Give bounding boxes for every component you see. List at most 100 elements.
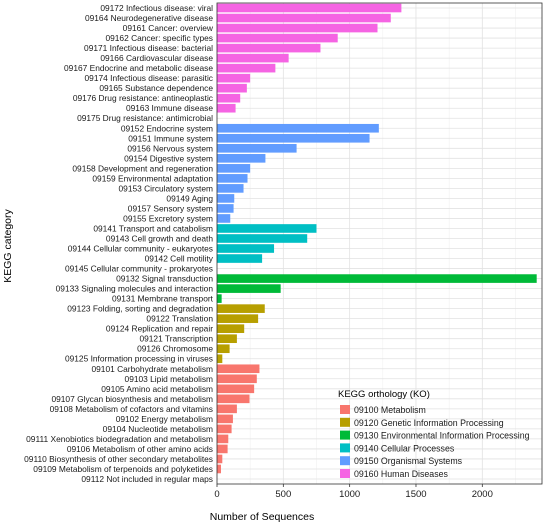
grid-lines: [216, 3, 542, 484]
category-label: 09152 Endocrine system: [121, 123, 213, 133]
category-label: 09112 Not included in regular maps: [81, 474, 213, 484]
bar: [217, 424, 232, 434]
category-label: 09162 Cancer: specific types: [105, 33, 213, 43]
category-label: 09102 Energy metabolism: [116, 414, 213, 424]
category-label: 09153 Circulatory system: [119, 183, 214, 193]
bar: [217, 83, 247, 93]
category-label: 09105 Amino acid metabolism: [101, 384, 213, 394]
category-label: 09171 Infectious disease: bacterial: [84, 43, 213, 53]
bar: [217, 374, 257, 384]
bar: [217, 123, 379, 133]
bar: [217, 324, 245, 333]
category-label: 09157 Sensory system: [128, 203, 213, 213]
bar: [217, 133, 370, 143]
x-tick-label: 1000: [339, 489, 360, 500]
category-label: 09133 Signaling molecules and interactio…: [56, 284, 214, 294]
category-label: 09149 Aging: [166, 193, 213, 203]
bar: [217, 13, 391, 23]
legend-entry-label: 09160 Human Diseases: [354, 469, 448, 479]
legend-title: KEGG orthology (KO): [338, 389, 430, 400]
bar: [217, 154, 266, 163]
category-label: 09132 Signal transduction: [116, 274, 213, 284]
bar: [217, 354, 223, 364]
bar: [217, 364, 260, 374]
category-label: 09141 Transport and catabolism: [93, 223, 213, 233]
legend-swatch: [340, 430, 350, 440]
category-label: 09143 Cell growth and death: [106, 233, 213, 243]
bar: [217, 434, 229, 444]
legend-swatch: [340, 405, 350, 414]
bar: [217, 184, 244, 193]
y-axis-title: KEGG category: [2, 208, 14, 282]
category-label: 09174 Infectious disease: parasitic: [85, 73, 214, 83]
bars-group: [217, 3, 537, 474]
x-tick-label: 1500: [405, 489, 426, 500]
category-label: 09110 Biosynthesis of other secondary me…: [24, 454, 213, 464]
legend-entry-label: 09150 Organismal Systems: [354, 456, 463, 466]
bar: [217, 214, 231, 223]
bar: [217, 404, 237, 414]
panel-border: [216, 2, 543, 485]
legend-entry-label: 09140 Cellular Processes: [354, 443, 455, 453]
x-tick-label: 500: [275, 489, 291, 500]
category-label: 09131 Membrane transport: [112, 294, 214, 304]
bar: [217, 164, 251, 173]
bar: [217, 73, 251, 83]
bar: [217, 394, 250, 404]
category-label: 09108 Metabolism of cofactors and vitami…: [50, 404, 213, 414]
category-label: 09175 Drug resistance: antimicrobial: [77, 113, 213, 123]
bar: [217, 384, 255, 394]
bar: [217, 444, 228, 454]
category-label: 09144 Cellular community - eukaryotes: [68, 244, 213, 254]
category-label: 09106 Metabolism of other amino acids: [67, 444, 213, 454]
category-label: 09109 Metabolism of terpenoids and polyk…: [33, 464, 213, 474]
bar: [217, 103, 236, 113]
category-label: 09161 Cancer: overview: [123, 23, 214, 33]
bar: [217, 244, 275, 253]
bar: [217, 174, 248, 183]
bar: [217, 224, 317, 233]
category-label: 09145 Cellular community - prokaryotes: [65, 264, 213, 274]
bar: [217, 93, 241, 103]
category-label: 09126 Chromosome: [137, 344, 213, 354]
category-label: 09159 Environmental adaptation: [92, 173, 213, 183]
bar: [217, 294, 222, 303]
category-label: 09167 Endocrine and metabolic disease: [64, 63, 213, 73]
bar: [217, 284, 281, 293]
category-label: 09125 Information processing in viruses: [65, 354, 213, 364]
x-tick-label: 2000: [472, 489, 493, 500]
legend-swatch: [340, 443, 350, 453]
legend-entry-label: 09130 Environmental Information Processi…: [354, 431, 530, 441]
x-tick-label: 0: [214, 489, 219, 500]
category-label: 09121 Transcription: [139, 334, 213, 344]
bar: [217, 63, 276, 73]
legend: KEGG orthology (KO) 09100 Metabolism 0912…: [338, 389, 530, 479]
category-label: 09172 Infectious disease: viral: [100, 3, 213, 13]
bar: [217, 274, 537, 283]
category-label: 09151 Immune system: [128, 133, 213, 143]
category-label: 09165 Substance dependence: [99, 83, 213, 93]
category-label: 09154 Digestive system: [124, 153, 213, 163]
category-label: 09123 Folding, sorting and degradation: [67, 304, 213, 314]
legend-swatch: [340, 456, 350, 466]
bar: [217, 334, 237, 344]
bar: [217, 304, 265, 313]
legend-swatch: [340, 417, 350, 427]
bar: [217, 344, 230, 354]
bar: [217, 3, 402, 13]
bar: [217, 414, 233, 424]
category-label: 09155 Excretory system: [123, 213, 213, 223]
bar: [217, 314, 259, 323]
category-label: 09107 Glycan biosynthesis and metabolism: [51, 394, 213, 404]
category-label: 09122 Translation: [146, 314, 213, 324]
category-label: 09142 Cell motility: [145, 254, 214, 264]
category-label: 09176 Drug resistance: antineoplastic: [73, 93, 213, 103]
category-label: 09124 Replication and repair: [106, 324, 213, 334]
category-label: 09156 Nervous system: [127, 143, 213, 153]
bar: [217, 194, 235, 203]
category-label: 09104 Nucleotide metabolism: [103, 424, 213, 434]
category-label: 09111 Xenobiotics biodegradation and met…: [26, 434, 213, 444]
category-label: 09166 Cardiovascular disease: [100, 53, 213, 63]
